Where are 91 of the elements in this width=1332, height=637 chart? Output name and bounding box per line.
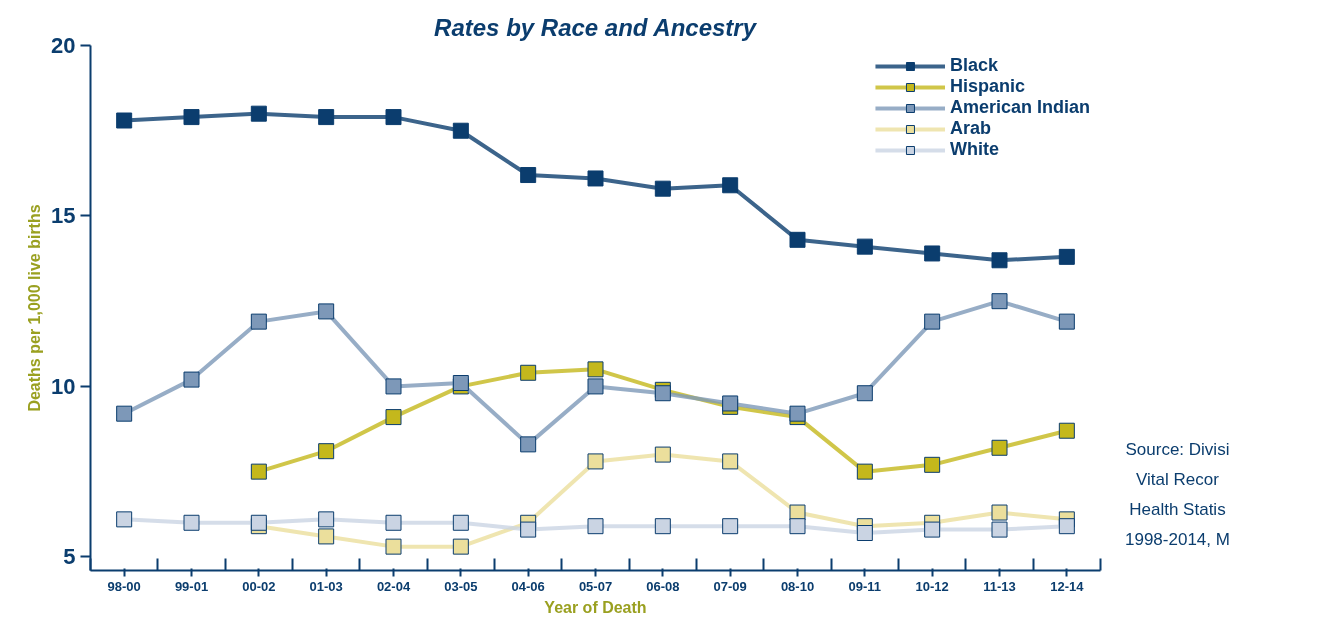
point bbox=[991, 293, 1008, 310]
point bbox=[385, 409, 402, 426]
y-tick-label: 5 bbox=[63, 544, 76, 570]
point bbox=[587, 361, 604, 378]
point bbox=[452, 538, 469, 555]
point bbox=[318, 109, 335, 126]
x-tick-label: 12-14 bbox=[1050, 578, 1085, 594]
x-tick-label: 02-04 bbox=[376, 578, 411, 594]
x-tick-label: 07-09 bbox=[713, 578, 747, 594]
x-tick-label: 04-06 bbox=[511, 578, 545, 594]
point bbox=[789, 518, 806, 535]
point bbox=[654, 518, 671, 535]
point bbox=[924, 456, 941, 473]
point bbox=[587, 170, 604, 187]
point bbox=[116, 511, 133, 528]
x-tick-label: 10-12 bbox=[915, 578, 949, 594]
point bbox=[183, 514, 200, 531]
y-tick-label: 10 bbox=[51, 373, 76, 399]
x-tick-label: 09-11 bbox=[848, 578, 882, 594]
point bbox=[520, 521, 537, 538]
x-tick-label: 06-08 bbox=[646, 578, 680, 594]
point bbox=[318, 443, 335, 460]
point bbox=[587, 518, 604, 535]
point bbox=[789, 231, 806, 248]
point bbox=[385, 538, 402, 555]
text: 1998-2014, M bbox=[1125, 530, 1230, 549]
point bbox=[587, 378, 604, 395]
x-tick-label: 01-03 bbox=[309, 578, 343, 594]
y-axis-title: Deaths per 1,000 live births bbox=[26, 204, 44, 412]
point bbox=[856, 525, 873, 541]
point bbox=[116, 405, 133, 422]
y-tick-label: 15 bbox=[51, 203, 76, 229]
point bbox=[318, 511, 335, 528]
x-axis-title: Year of Death bbox=[544, 598, 647, 616]
point bbox=[116, 112, 133, 129]
point bbox=[250, 313, 267, 330]
point bbox=[1058, 518, 1075, 535]
point bbox=[856, 385, 873, 402]
point bbox=[183, 109, 200, 126]
x-tick-label: 98-00 bbox=[107, 578, 141, 594]
point bbox=[856, 238, 873, 255]
point bbox=[991, 439, 1008, 456]
x-tick-label: 99-01 bbox=[174, 578, 209, 594]
point bbox=[654, 180, 671, 197]
point bbox=[654, 385, 671, 402]
point bbox=[520, 167, 537, 184]
legend-label: Black bbox=[949, 55, 998, 76]
chart-title: Rates by Race and Ancestry bbox=[434, 13, 758, 41]
point bbox=[587, 453, 604, 470]
legend-label: Arab bbox=[949, 118, 991, 139]
point bbox=[1058, 422, 1075, 439]
point bbox=[250, 463, 267, 480]
point bbox=[924, 313, 941, 330]
point bbox=[1058, 313, 1075, 330]
x-tick-label: 00-02 bbox=[242, 578, 276, 594]
point bbox=[452, 122, 469, 139]
y-tick-label: 20 bbox=[51, 33, 76, 58]
point bbox=[924, 245, 941, 262]
x-tick-label: 03-05 bbox=[444, 578, 478, 594]
text: Vital Recor bbox=[1136, 470, 1219, 489]
x-tick-label: 08-10 bbox=[780, 578, 815, 594]
point bbox=[722, 453, 739, 470]
point bbox=[183, 371, 200, 388]
point bbox=[318, 528, 335, 545]
point bbox=[991, 521, 1008, 538]
legend-label: White bbox=[949, 139, 999, 160]
legend-label: Hispanic bbox=[949, 76, 1025, 97]
point bbox=[520, 364, 537, 381]
point bbox=[385, 109, 402, 126]
point bbox=[924, 521, 941, 538]
point bbox=[722, 518, 739, 535]
point bbox=[1058, 248, 1075, 265]
point bbox=[520, 436, 537, 453]
point bbox=[452, 375, 469, 391]
point bbox=[385, 514, 402, 531]
source-note: Source: Divisi bbox=[1125, 440, 1230, 459]
point bbox=[722, 177, 739, 194]
point bbox=[654, 446, 671, 463]
point bbox=[385, 378, 402, 395]
point bbox=[856, 463, 873, 480]
point bbox=[991, 252, 1008, 269]
point bbox=[991, 504, 1008, 521]
point bbox=[452, 514, 469, 531]
x-tick-label: 05-07 bbox=[578, 578, 613, 594]
point bbox=[318, 303, 335, 320]
legend-label: American Indian bbox=[949, 97, 1090, 118]
point bbox=[250, 105, 267, 122]
x-tick-label: 11-13 bbox=[983, 578, 1016, 594]
text: Health Statis bbox=[1129, 500, 1226, 519]
point bbox=[250, 514, 267, 531]
point bbox=[789, 405, 806, 422]
